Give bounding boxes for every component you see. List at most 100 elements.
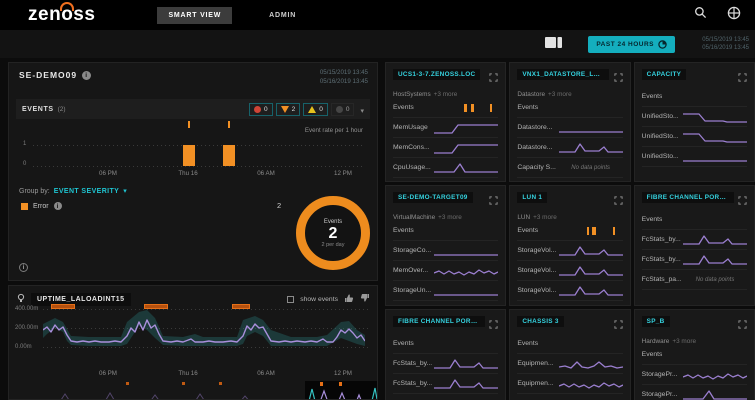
- info-icon[interactable]: [82, 70, 92, 80]
- tile-title[interactable]: FIBRE CHANNEL PORT A/1/35: [641, 192, 734, 203]
- sparkline-dspike: [558, 265, 623, 276]
- tile-metric-row[interactable]: UnifiedSto...: [641, 107, 747, 127]
- tile-title[interactable]: LUN 1: [517, 192, 548, 203]
- globe-icon[interactable]: [727, 6, 741, 25]
- tile-metric-row[interactable]: Events: [517, 334, 623, 354]
- tile-metric-row[interactable]: Capacity S... No data points: [517, 158, 623, 178]
- tile-title[interactable]: FIBRE CHANNEL PORT B/1/31: [393, 316, 485, 327]
- event-rate-bar[interactable]: [222, 145, 235, 166]
- tab-admin[interactable]: ADMIN: [269, 11, 297, 19]
- tile-metric-row[interactable]: Datastore...: [517, 138, 623, 158]
- tile-metric-row[interactable]: UnifiedSto...: [641, 127, 747, 147]
- tile-title[interactable]: UCS1-3-7.ZENOSS.LOC: [393, 69, 481, 80]
- tile-metric-row[interactable]: Equipmen...: [517, 354, 623, 374]
- tile-metric-row[interactable]: FcStats_pa... No data points: [641, 270, 747, 290]
- tile-metric-row[interactable]: FcStats_by...: [641, 230, 747, 250]
- tile-metric-row[interactable]: MemCons...: [393, 138, 499, 158]
- tile-title[interactable]: VNX1_DATASTORE_LUN1: [517, 69, 610, 80]
- info-icon[interactable]: [53, 202, 62, 210]
- gridline: [33, 145, 363, 146]
- tile-metric-row[interactable]: Events: [393, 334, 499, 354]
- tile-metric-row[interactable]: CpuUsage...: [393, 158, 499, 178]
- uptime-title: UPTIME_LALOADINT15: [31, 292, 131, 306]
- tile-subtitle: HostSystems +3 more: [393, 91, 458, 98]
- entity-tile-fibre-channel-port-a-1-35[interactable]: FIBRE CHANNEL PORT A/1/35 Events FcStats_b…: [633, 185, 755, 306]
- tile-metric-row[interactable]: FcStats_by...: [393, 374, 499, 394]
- tile-metric-row[interactable]: Events: [393, 98, 499, 118]
- expand-icon[interactable]: [614, 69, 623, 87]
- severity-badge-error[interactable]: 2: [275, 102, 301, 116]
- tile-metric-row[interactable]: StorageVol...: [517, 281, 623, 301]
- search-icon[interactable]: [694, 6, 707, 24]
- entity-tile-capacity[interactable]: CAPACITY Events UnifiedSto... UnifiedSto...…: [633, 62, 755, 182]
- sparkline-dspike: [558, 285, 623, 296]
- tile-metric-row[interactable]: Equipmen...: [517, 374, 623, 394]
- sparkline-spike: [434, 162, 499, 173]
- tile-metric-row[interactable]: FcStats_by...: [393, 354, 499, 374]
- tile-metric-row[interactable]: StorageUn...: [393, 281, 499, 301]
- entity-tile-vnx1-datastore-lun1[interactable]: VNX1_DATASTORE_LUN1 Datastore +3 more Event…: [509, 62, 631, 182]
- time-range-button[interactable]: PAST 24 HOURS: [588, 35, 675, 53]
- sparkline-dspike: [683, 234, 747, 245]
- gridline: [43, 309, 369, 310]
- metric-label: Events: [393, 227, 414, 234]
- expand-icon[interactable]: [738, 192, 747, 210]
- entity-tile-lun-1[interactable]: LUN 1 LUN +3 more Events StorageVol... Storag…: [509, 185, 631, 306]
- tab-smart-view[interactable]: SMART VIEW: [157, 6, 233, 24]
- entity-tile-sp-b[interactable]: SP_B Hardware +3 more Events StoragePr... Sto…: [633, 309, 755, 400]
- expand-icon[interactable]: [489, 316, 498, 334]
- show-events-checkbox[interactable]: [287, 295, 295, 303]
- tile-metric-row[interactable]: StorageVol...: [517, 241, 623, 261]
- tile-metric-row[interactable]: Events: [393, 221, 499, 241]
- entity-tile-fibre-channel-port-b-1-31[interactable]: FIBRE CHANNEL PORT B/1/31 Events FcStats_b…: [385, 309, 507, 400]
- tile-metric-row[interactable]: Events: [517, 98, 623, 118]
- expand-icon[interactable]: [489, 192, 498, 210]
- tile-title[interactable]: SE-DEMO-TARGET09: [393, 192, 473, 203]
- tile-metric-row[interactable]: Events: [517, 221, 623, 241]
- tile-more-link[interactable]: +3 more: [548, 91, 572, 98]
- expand-icon[interactable]: [738, 316, 747, 334]
- thumbs-up-icon[interactable]: [344, 290, 354, 308]
- expand-icon[interactable]: [614, 316, 623, 334]
- group-by-control[interactable]: Group by: EVENT SEVERITY: [19, 187, 127, 195]
- tile-more-link[interactable]: +3 more: [533, 214, 557, 221]
- uptime-line-chart: [43, 310, 365, 346]
- badge-filter-caret-icon[interactable]: [360, 100, 364, 118]
- tile-title[interactable]: SP_B: [641, 316, 670, 327]
- tile-title[interactable]: CHASSIS 3: [517, 316, 564, 327]
- severity-badge-critical[interactable]: 0: [248, 102, 273, 116]
- metric-label: CpuUsage...: [393, 164, 431, 171]
- tile-metric-row[interactable]: Events: [641, 87, 747, 107]
- expand-icon[interactable]: [614, 192, 623, 210]
- severity-badges: 0 2 0 0: [248, 102, 355, 116]
- legend-error[interactable]: Error: [21, 202, 62, 210]
- severity-badge-warning[interactable]: 0: [303, 102, 328, 116]
- expand-icon[interactable]: [489, 69, 498, 87]
- event-chart-ylabel-0: 0: [23, 161, 27, 167]
- severity-badge-info[interactable]: 0: [330, 102, 355, 116]
- entity-tile-se-demo-target09[interactable]: SE-DEMO-TARGET09 VirtualMachine +3 more Eve…: [385, 185, 507, 306]
- group-by-value[interactable]: EVENT SEVERITY: [53, 187, 120, 195]
- tile-metric-row[interactable]: Datastore...: [517, 118, 623, 138]
- tile-more-link[interactable]: +3 more: [672, 338, 696, 345]
- tile-metric-row[interactable]: UnifiedSto...: [641, 147, 747, 167]
- tile-metric-row[interactable]: FcStats_by...: [641, 250, 747, 270]
- tile-metric-row[interactable]: StorageCo...: [393, 241, 499, 261]
- thumbs-down-icon[interactable]: [360, 290, 370, 308]
- tile-metric-row[interactable]: StoragePr...: [642, 385, 747, 400]
- tile-title[interactable]: CAPACITY: [641, 69, 687, 80]
- tile-more-link[interactable]: +3 more: [438, 214, 462, 221]
- tile-metric-row[interactable]: MemUsage: [393, 118, 499, 138]
- card-view-icon[interactable]: [545, 35, 563, 53]
- panel-info-icon[interactable]: [19, 263, 28, 272]
- entity-tile-chassis-3[interactable]: CHASSIS 3 Events Equipmen... Equipmen...: [509, 309, 631, 400]
- expand-icon[interactable]: [738, 69, 747, 87]
- tile-more-link[interactable]: +3 more: [433, 91, 458, 98]
- entity-tile-ucs1-3-7-zenoss-loc[interactable]: UCS1-3-7.ZENOSS.LOC HostSystems +3 more Eve…: [385, 62, 507, 182]
- tile-metric-row[interactable]: StorageVol...: [517, 261, 623, 281]
- tile-metric-row[interactable]: Events: [641, 345, 747, 365]
- tile-metric-row[interactable]: Events: [641, 210, 747, 230]
- event-rate-bar[interactable]: [183, 145, 196, 166]
- tile-metric-row[interactable]: MemOver...: [393, 261, 499, 281]
- tile-metric-row[interactable]: StoragePr...: [641, 365, 747, 385]
